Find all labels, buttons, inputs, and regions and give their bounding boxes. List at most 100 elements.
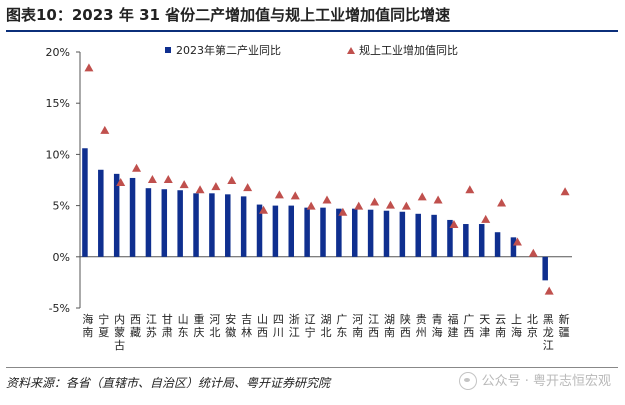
triangle-marker [227, 176, 237, 184]
bar [463, 224, 469, 257]
category-label: 江苏 [146, 313, 157, 339]
category-label: 广西 [463, 313, 474, 339]
y-tick-label: 10% [46, 148, 70, 161]
y-tick-label: -5% [49, 302, 70, 315]
triangle-marker [116, 178, 126, 187]
y-tick-label: 20% [46, 46, 70, 59]
watermark-text: 公众号 · 粤开志恒宏观 [481, 374, 611, 389]
bar [177, 190, 183, 257]
bar [145, 188, 152, 257]
bar [399, 211, 406, 257]
bar [478, 224, 485, 257]
bar [209, 193, 215, 257]
marker-series [84, 63, 570, 295]
y-tick-label: 15% [46, 97, 70, 110]
category-label: 西藏 [130, 313, 141, 339]
bar [320, 207, 326, 257]
bar [272, 205, 279, 257]
figure-title: 图表10：2023 年 31 省份二产增加值与规上工业增加值同比增速 [6, 6, 451, 24]
legend-bar-swatch [165, 47, 171, 53]
bar [447, 219, 453, 257]
triangle-marker [179, 180, 189, 189]
category-label: 浙江 [289, 313, 300, 339]
triangle-marker [354, 201, 364, 210]
category-labels: 海南宁夏内蒙古西藏江苏甘肃山东重庆河北安徽吉林山西四川浙江辽宁湖北广东河南江西湖… [82, 312, 569, 352]
bar [383, 210, 390, 257]
triangle-marker [322, 195, 332, 204]
category-label: 上海 [511, 313, 522, 339]
triangle-marker [528, 248, 538, 257]
wechat-icon [458, 371, 477, 390]
triangle-marker [147, 174, 157, 183]
triangle-marker [465, 185, 475, 194]
bar [98, 169, 104, 257]
triangle-marker [274, 190, 284, 199]
triangle-marker [306, 201, 316, 210]
category-label: 辽宁 [305, 313, 316, 339]
y-tick-label: 0% [53, 251, 70, 264]
bar [415, 213, 421, 257]
title-divider [6, 30, 618, 32]
bar [113, 173, 120, 257]
triangle-marker [211, 182, 221, 191]
bar-series [82, 148, 548, 281]
bar [542, 256, 548, 281]
bar [256, 204, 263, 257]
category-label: 天津 [479, 313, 490, 339]
y-axis: 20% 15% 10% 5% 0% -5% [46, 46, 81, 315]
y-tick-label: 5% [53, 200, 70, 213]
triangle-marker [417, 192, 427, 201]
triangle-marker [195, 185, 205, 194]
triangle-marker [100, 125, 110, 134]
category-label: 宁夏 [98, 312, 109, 339]
category-label: 重庆 [194, 312, 205, 339]
category-label: 江西 [368, 313, 379, 339]
category-label: 湖南 [384, 313, 395, 339]
category-label: 福建 [447, 312, 458, 339]
bar [161, 189, 168, 257]
bar [129, 177, 136, 257]
bar [510, 237, 517, 257]
triangle-marker [497, 198, 507, 207]
triangle-marker [481, 214, 491, 223]
triangle-marker [544, 286, 554, 295]
category-label: 四川 [273, 313, 284, 339]
triangle-marker [84, 63, 94, 72]
category-label: 安徽 [225, 312, 236, 339]
category-label: 陕西 [400, 312, 411, 339]
category-label: 新疆 [559, 312, 570, 339]
category-label: 海南 [82, 312, 93, 339]
category-label: 河北 [209, 313, 220, 339]
triangle-marker [401, 201, 411, 210]
bar [351, 208, 358, 257]
category-label: 北京 [527, 313, 538, 339]
legend-marker-swatch [347, 47, 355, 54]
bar [367, 209, 374, 257]
triangle-marker [560, 187, 570, 196]
bar [225, 194, 231, 257]
triangle-marker [370, 197, 380, 206]
triangle-marker [259, 205, 269, 214]
watermark: 公众号 · 粤开志恒宏观 [458, 370, 611, 394]
category-label: 内蒙古 [114, 312, 125, 352]
triangle-marker [243, 183, 253, 192]
category-label: 黑龙江 [543, 313, 554, 352]
chart-legend: 2023年第二产业同比 规上工业增加值同比 [165, 43, 458, 57]
category-label: 山西 [257, 313, 268, 339]
category-label: 甘肃 [162, 313, 173, 339]
category-label: 吉林 [241, 313, 252, 339]
category-label: 贵州 [416, 313, 427, 339]
bar [240, 196, 247, 257]
source-note: 资料来源：各省（直辖市、自治区）统计局、粤开证券研究院 [6, 376, 331, 390]
category-label: 山东 [178, 313, 189, 339]
bar [193, 193, 199, 257]
triangle-marker [132, 163, 142, 172]
bar [494, 232, 501, 257]
triangle-marker [433, 195, 443, 204]
bar [304, 207, 310, 257]
footer-divider [6, 367, 618, 368]
legend-marker-label: 规上工业增加值同比 [359, 43, 458, 57]
bar [336, 208, 342, 257]
triangle-marker [449, 220, 459, 229]
triangle-marker [290, 191, 300, 200]
